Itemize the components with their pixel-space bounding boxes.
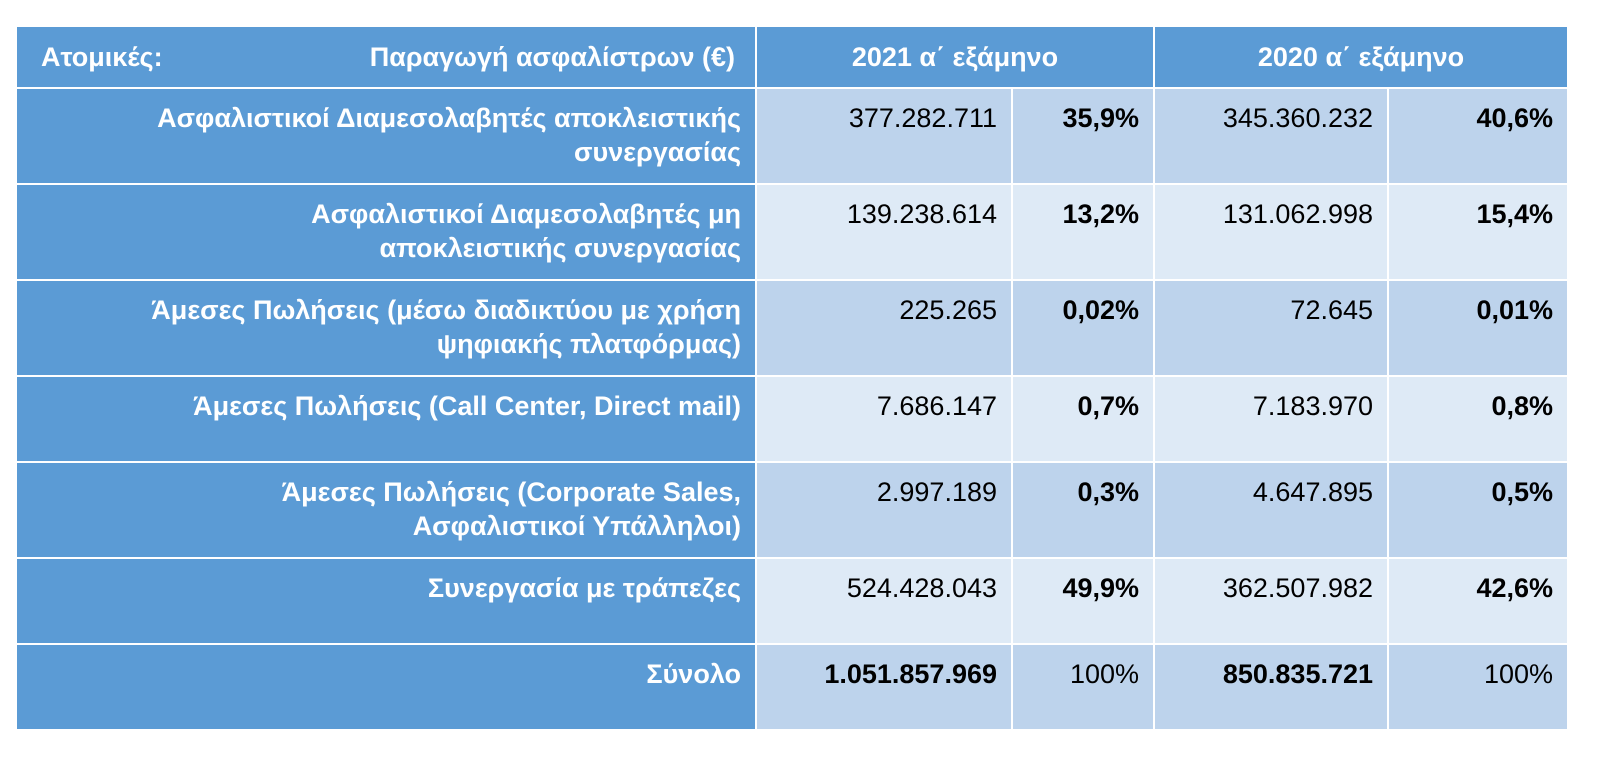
row-label-line2: αποκλειστικής συνεργασίας <box>379 233 741 263</box>
row-label: Συνεργασία με τράπεζες <box>15 557 757 645</box>
percent-2020: 0,5% <box>1387 461 1570 559</box>
table-row: Ασφαλιστικοί Διαμεσολαβητές αποκλειστική… <box>15 87 1570 185</box>
header-label-left: Ατομικές: <box>41 42 163 72</box>
percent-2021: 0,3% <box>1010 461 1156 559</box>
total-value-2021: 1.051.857.969 <box>755 643 1013 731</box>
value-2021: 7.686.147 <box>755 375 1013 463</box>
table-row: Άμεσες Πωλήσεις (Call Center, Direct mai… <box>15 375 1570 463</box>
table-row: Άμεσες Πωλήσεις (μέσω διαδικτύου με χρήσ… <box>15 279 1570 377</box>
value-2020: 72.645 <box>1153 279 1390 377</box>
percent-2020: 0,8% <box>1387 375 1570 463</box>
total-label: Σύνολο <box>15 643 757 731</box>
value-2020: 131.062.998 <box>1153 183 1390 281</box>
percent-2020: 40,6% <box>1387 87 1570 185</box>
percent-2021: 0,7% <box>1010 375 1156 463</box>
value-2021: 377.282.711 <box>755 87 1013 185</box>
value-2020: 7.183.970 <box>1153 375 1390 463</box>
value-2021: 139.238.614 <box>755 183 1013 281</box>
value-2021: 524.428.043 <box>755 557 1013 645</box>
percent-2020: 0,01% <box>1387 279 1570 377</box>
row-label-line1: Ασφαλιστικοί Διαμεσολαβητές αποκλειστική… <box>157 103 741 133</box>
row-label: Ασφαλιστικοί Διαμεσολαβητές μη αποκλειστ… <box>15 183 757 281</box>
table-row: Συνεργασία με τράπεζες 524.428.043 49,9%… <box>15 557 1570 645</box>
percent-2021: 0,02% <box>1010 279 1156 377</box>
row-label-line1: Συνεργασία με τράπεζες <box>427 573 741 603</box>
value-2021: 2.997.189 <box>755 461 1013 559</box>
row-label: Άμεσες Πωλήσεις (Corporate Sales, Ασφαλι… <box>15 461 757 559</box>
row-label-line2: ψηφιακής πλατφόρμας) <box>436 329 741 359</box>
row-label-line1: Ασφαλιστικοί Διαμεσολαβητές μη <box>311 199 741 229</box>
header-year-2021: 2021 α΄ εξάμηνο <box>754 25 1156 89</box>
row-label-line1: Άμεσες Πωλήσεις (μέσω διαδικτύου με χρήσ… <box>151 295 741 325</box>
percent-2021: 13,2% <box>1010 183 1156 281</box>
percent-2021: 49,9% <box>1010 557 1156 645</box>
row-label-line1: Άμεσες Πωλήσεις (Call Center, Direct mai… <box>193 391 741 421</box>
header-label-cell: Ατομικές: Παραγωγή ασφαλίστρων (€) <box>15 25 757 89</box>
premium-production-table: Ατομικές: Παραγωγή ασφαλίστρων (€) 2021 … <box>15 25 1570 731</box>
total-percent-2021: 100% <box>1010 643 1156 731</box>
table-row: Ασφαλιστικοί Διαμεσολαβητές μη αποκλειστ… <box>15 183 1570 281</box>
row-label: Ασφαλιστικοί Διαμεσολαβητές αποκλειστική… <box>15 87 757 185</box>
row-label-line2: Ασφαλιστικοί Υπάλληλοι) <box>412 511 741 541</box>
header-label-right: Παραγωγή ασφαλίστρων (€) <box>369 42 735 72</box>
row-label: Άμεσες Πωλήσεις (μέσω διαδικτύου με χρήσ… <box>15 279 757 377</box>
percent-2020: 42,6% <box>1387 557 1570 645</box>
row-label-line2: συνεργασίας <box>574 137 741 167</box>
value-2020: 362.507.982 <box>1153 557 1390 645</box>
percent-2021: 35,9% <box>1010 87 1156 185</box>
row-label: Άμεσες Πωλήσεις (Call Center, Direct mai… <box>15 375 757 463</box>
row-label-line1: Άμεσες Πωλήσεις (Corporate Sales, <box>281 477 741 507</box>
percent-2020: 15,4% <box>1387 183 1570 281</box>
header-year-2020: 2020 α΄ εξάμηνο <box>1153 25 1570 89</box>
total-percent-2020: 100% <box>1387 643 1570 731</box>
total-row: Σύνολο 1.051.857.969 100% 850.835.721 10… <box>15 643 1570 731</box>
value-2020: 345.360.232 <box>1153 87 1390 185</box>
table-header-row: Ατομικές: Παραγωγή ασφαλίστρων (€) 2021 … <box>15 25 1570 89</box>
value-2020: 4.647.895 <box>1153 461 1390 559</box>
table-row: Άμεσες Πωλήσεις (Corporate Sales, Ασφαλι… <box>15 461 1570 559</box>
value-2021: 225.265 <box>755 279 1013 377</box>
total-value-2020: 850.835.721 <box>1153 643 1390 731</box>
